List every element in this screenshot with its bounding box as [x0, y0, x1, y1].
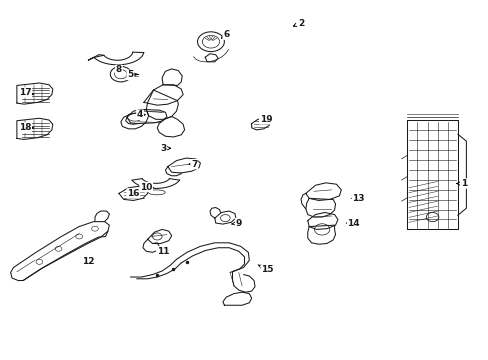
Text: 7: 7: [188, 159, 197, 168]
Text: 17: 17: [19, 88, 34, 97]
Text: 13: 13: [351, 194, 364, 203]
Text: 14: 14: [346, 219, 359, 228]
Text: 18: 18: [19, 123, 34, 132]
Text: 15: 15: [258, 265, 273, 274]
Text: 12: 12: [82, 257, 95, 266]
Text: 10: 10: [140, 183, 153, 192]
Text: 9: 9: [231, 219, 242, 228]
Text: 11: 11: [157, 247, 169, 256]
Text: 3: 3: [160, 144, 170, 153]
Text: 19: 19: [259, 115, 272, 124]
Text: 16: 16: [127, 189, 139, 198]
Text: 4: 4: [137, 110, 145, 119]
Text: 8: 8: [116, 66, 122, 75]
Text: 2: 2: [293, 18, 304, 27]
Text: 5: 5: [127, 70, 137, 79]
Text: 6: 6: [221, 30, 229, 39]
Text: 1: 1: [456, 179, 466, 188]
